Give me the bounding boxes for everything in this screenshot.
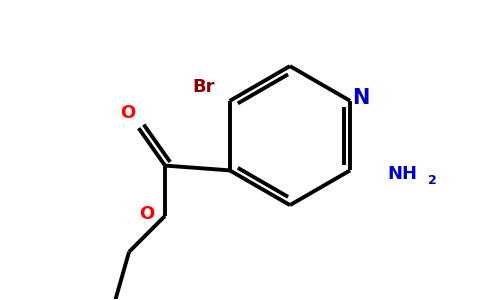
Text: O: O: [121, 104, 136, 122]
Text: O: O: [139, 205, 154, 223]
Text: NH: NH: [388, 165, 418, 183]
Text: 2: 2: [428, 174, 437, 188]
Text: Br: Br: [192, 78, 214, 96]
Text: N: N: [352, 88, 369, 109]
